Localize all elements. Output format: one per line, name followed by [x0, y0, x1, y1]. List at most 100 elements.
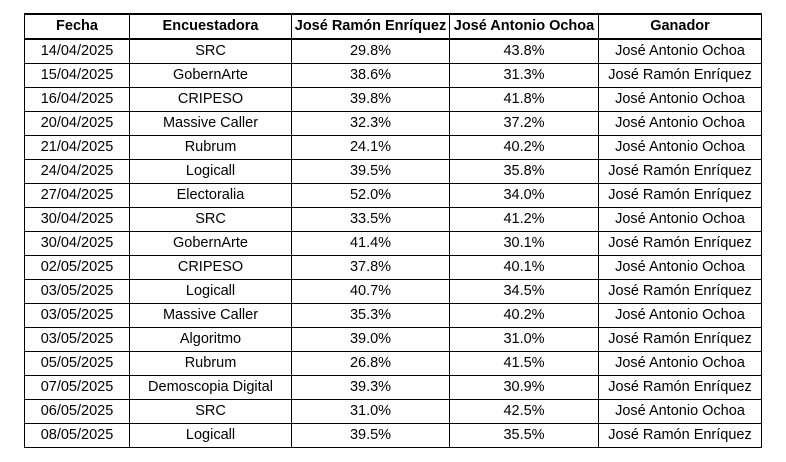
cell-encuestadora[interactable]: Demoscopia Digital	[129, 375, 292, 400]
cell-encuestadora[interactable]: Massive Caller	[129, 303, 292, 328]
cell-jose-ramon-enriquez[interactable]: 39.5%	[291, 423, 450, 448]
cell-fecha[interactable]: 03/05/2025	[24, 279, 130, 304]
cell-fecha[interactable]: 08/05/2025	[24, 423, 130, 448]
cell-ganador[interactable]: José Antonio Ochoa	[598, 207, 762, 232]
cell-jose-antonio-ochoa[interactable]: 41.2%	[449, 207, 599, 232]
cell-fecha[interactable]: 02/05/2025	[24, 255, 130, 280]
cell-jose-antonio-ochoa[interactable]: 35.8%	[449, 159, 599, 184]
cell-fecha[interactable]: 20/04/2025	[24, 111, 130, 136]
cell-jose-antonio-ochoa[interactable]: 41.5%	[449, 351, 599, 376]
cell-ganador[interactable]: José Antonio Ochoa	[598, 135, 762, 160]
cell-jose-ramon-enriquez[interactable]: 39.5%	[291, 159, 450, 184]
cell-fecha[interactable]: 06/05/2025	[24, 399, 130, 424]
cell-fecha[interactable]: 30/04/2025	[24, 207, 130, 232]
cell-encuestadora[interactable]: Logicall	[129, 159, 292, 184]
table-row: 21/04/2025 Rubrum 24.1% 40.2% José Antonio O…	[24, 135, 762, 160]
cell-jose-ramon-enriquez[interactable]: 26.8%	[291, 351, 450, 376]
cell-ganador[interactable]: José Antonio Ochoa	[598, 399, 762, 424]
cell-jose-antonio-ochoa[interactable]: 30.1%	[449, 231, 599, 256]
cell-jose-ramon-enriquez[interactable]: 39.8%	[291, 87, 450, 112]
cell-fecha[interactable]: 14/04/2025	[24, 38, 130, 64]
cell-jose-ramon-enriquez[interactable]: 37.8%	[291, 255, 450, 280]
cell-jose-antonio-ochoa[interactable]: 40.2%	[449, 135, 599, 160]
table-row: 27/04/2025 Electoralia 52.0% 34.0% José Ramó…	[24, 183, 762, 208]
cell-ganador[interactable]: José Ramón Enríquez	[598, 279, 762, 304]
cell-jose-antonio-ochoa[interactable]: 40.1%	[449, 255, 599, 280]
header-encuestadora[interactable]: Encuestadora	[129, 13, 292, 40]
cell-encuestadora[interactable]: Logicall	[129, 279, 292, 304]
table-body: 14/04/2025 SRC 29.8% 43.8% José Antonio Ocho…	[24, 38, 762, 448]
cell-ganador[interactable]: José Ramón Enríquez	[598, 375, 762, 400]
header-jose-antonio-ochoa[interactable]: José Antonio Ochoa	[449, 13, 599, 40]
cell-encuestadora[interactable]: CRIPESO	[129, 255, 292, 280]
cell-encuestadora[interactable]: GobernArte	[129, 63, 292, 88]
cell-ganador[interactable]: José Ramón Enríquez	[598, 423, 762, 448]
cell-encuestadora[interactable]: Logicall	[129, 423, 292, 448]
cell-jose-ramon-enriquez[interactable]: 41.4%	[291, 231, 450, 256]
cell-encuestadora[interactable]: SRC	[129, 38, 292, 64]
cell-jose-antonio-ochoa[interactable]: 40.2%	[449, 303, 599, 328]
cell-fecha[interactable]: 16/04/2025	[24, 87, 130, 112]
header-fecha[interactable]: Fecha	[24, 13, 130, 40]
cell-encuestadora[interactable]: Algoritmo	[129, 327, 292, 352]
table-row: 30/04/2025 GobernArte 41.4% 30.1% José Ramón…	[24, 231, 762, 256]
cell-ganador[interactable]: José Antonio Ochoa	[598, 87, 762, 112]
cell-jose-ramon-enriquez[interactable]: 33.5%	[291, 207, 450, 232]
cell-encuestadora[interactable]: SRC	[129, 399, 292, 424]
cell-ganador[interactable]: José Ramón Enríquez	[598, 327, 762, 352]
cell-ganador[interactable]: José Antonio Ochoa	[598, 255, 762, 280]
cell-jose-ramon-enriquez[interactable]: 24.1%	[291, 135, 450, 160]
cell-encuestadora[interactable]: Electoralia	[129, 183, 292, 208]
cell-jose-ramon-enriquez[interactable]: 32.3%	[291, 111, 450, 136]
cell-ganador[interactable]: José Ramón Enríquez	[598, 183, 762, 208]
cell-ganador[interactable]: José Antonio Ochoa	[598, 38, 762, 64]
cell-fecha[interactable]: 27/04/2025	[24, 183, 130, 208]
cell-jose-antonio-ochoa[interactable]: 35.5%	[449, 423, 599, 448]
table-row: 03/05/2025 Algoritmo 39.0% 31.0% José Ramón …	[24, 327, 762, 352]
cell-jose-ramon-enriquez[interactable]: 31.0%	[291, 399, 450, 424]
table-row: 08/05/2025 Logicall 39.5% 35.5% José Ramón E…	[24, 423, 762, 448]
table-row: 14/04/2025 SRC 29.8% 43.8% José Antonio Ocho…	[24, 38, 762, 64]
header-ganador[interactable]: Ganador	[598, 13, 762, 40]
spreadsheet-area: Fecha Encuestadora José Ramón Enríquez J…	[24, 13, 762, 448]
cell-encuestadora[interactable]: CRIPESO	[129, 87, 292, 112]
cell-jose-ramon-enriquez[interactable]: 38.6%	[291, 63, 450, 88]
table-row: 02/05/2025 CRIPESO 37.8% 40.1% José Antonio …	[24, 255, 762, 280]
cell-encuestadora[interactable]: Rubrum	[129, 135, 292, 160]
cell-jose-ramon-enriquez[interactable]: 40.7%	[291, 279, 450, 304]
cell-jose-antonio-ochoa[interactable]: 31.3%	[449, 63, 599, 88]
cell-encuestadora[interactable]: GobernArte	[129, 231, 292, 256]
cell-ganador[interactable]: José Antonio Ochoa	[598, 111, 762, 136]
cell-ganador[interactable]: José Antonio Ochoa	[598, 303, 762, 328]
cell-jose-ramon-enriquez[interactable]: 39.0%	[291, 327, 450, 352]
cell-jose-ramon-enriquez[interactable]: 39.3%	[291, 375, 450, 400]
cell-encuestadora[interactable]: Rubrum	[129, 351, 292, 376]
cell-fecha[interactable]: 30/04/2025	[24, 231, 130, 256]
cell-encuestadora[interactable]: Massive Caller	[129, 111, 292, 136]
cell-jose-antonio-ochoa[interactable]: 34.5%	[449, 279, 599, 304]
cell-jose-antonio-ochoa[interactable]: 43.8%	[449, 38, 599, 64]
cell-fecha[interactable]: 03/05/2025	[24, 303, 130, 328]
cell-jose-ramon-enriquez[interactable]: 29.8%	[291, 38, 450, 64]
cell-jose-antonio-ochoa[interactable]: 37.2%	[449, 111, 599, 136]
cell-ganador[interactable]: José Ramón Enríquez	[598, 159, 762, 184]
cell-fecha[interactable]: 05/05/2025	[24, 351, 130, 376]
cell-jose-antonio-ochoa[interactable]: 34.0%	[449, 183, 599, 208]
cell-jose-antonio-ochoa[interactable]: 42.5%	[449, 399, 599, 424]
cell-fecha[interactable]: 15/04/2025	[24, 63, 130, 88]
header-jose-ramon-enriquez[interactable]: José Ramón Enríquez	[291, 13, 450, 40]
cell-jose-ramon-enriquez[interactable]: 35.3%	[291, 303, 450, 328]
cell-ganador[interactable]: José Ramón Enríquez	[598, 231, 762, 256]
cell-encuestadora[interactable]: SRC	[129, 207, 292, 232]
cell-fecha[interactable]: 24/04/2025	[24, 159, 130, 184]
cell-ganador[interactable]: José Ramón Enríquez	[598, 63, 762, 88]
cell-fecha[interactable]: 03/05/2025	[24, 327, 130, 352]
cell-jose-antonio-ochoa[interactable]: 41.8%	[449, 87, 599, 112]
cell-fecha[interactable]: 07/05/2025	[24, 375, 130, 400]
cell-ganador[interactable]: José Antonio Ochoa	[598, 351, 762, 376]
cell-jose-antonio-ochoa[interactable]: 30.9%	[449, 375, 599, 400]
cell-fecha[interactable]: 21/04/2025	[24, 135, 130, 160]
table-row: 16/04/2025 CRIPESO 39.8% 41.8% José Antonio …	[24, 87, 762, 112]
cell-jose-ramon-enriquez[interactable]: 52.0%	[291, 183, 450, 208]
cell-jose-antonio-ochoa[interactable]: 31.0%	[449, 327, 599, 352]
